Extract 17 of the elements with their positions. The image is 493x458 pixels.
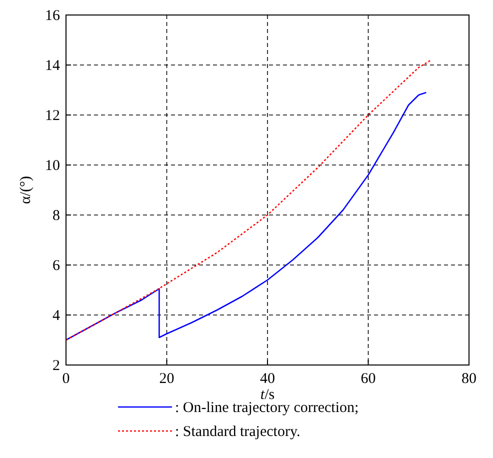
y-tick-label: 4: [52, 308, 60, 324]
x-tick-label: 40: [260, 371, 275, 387]
y-tick-label: 10: [45, 158, 60, 174]
x-axis-title: t/s: [260, 387, 275, 403]
y-tick-label: 8: [52, 208, 60, 224]
y-tick-label: 6: [52, 258, 60, 274]
y-tick-label: 2: [52, 358, 60, 374]
legend-label: : On-line trajectory correction;: [175, 400, 359, 416]
x-tick-label: 0: [62, 371, 70, 387]
x-tick-label: 20: [159, 371, 174, 387]
y-tick-label: 14: [45, 58, 60, 74]
legend-label: : Standard trajectory.: [175, 424, 300, 440]
x-tick-label: 60: [360, 371, 376, 387]
y-tick-label: 12: [45, 108, 60, 124]
y-axis-title: α/(°): [18, 176, 34, 204]
x-tick-label: 80: [462, 371, 476, 387]
y-tick-label: 16: [45, 8, 60, 24]
